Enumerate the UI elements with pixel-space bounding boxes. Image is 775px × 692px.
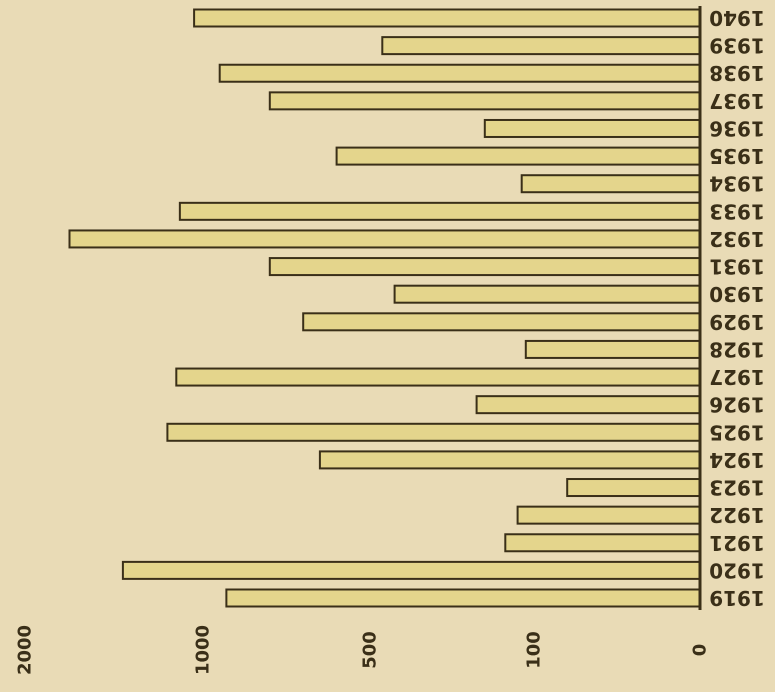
- bar-1924: [318, 450, 701, 470]
- category-label-1938: 1938: [709, 61, 765, 85]
- category-label-1922: 1922: [709, 503, 765, 527]
- bar-1922: [516, 505, 701, 525]
- category-label-1936: 1936: [709, 116, 765, 140]
- bar-1939: [381, 36, 701, 56]
- category-label-1924: 1924: [709, 448, 765, 472]
- category-label-1930: 1930: [709, 282, 765, 306]
- bar-1921: [504, 533, 701, 553]
- category-label-1935: 1935: [709, 144, 765, 168]
- category-label-1939: 1939: [709, 34, 765, 58]
- category-label-1931: 1931: [709, 255, 765, 279]
- tick-label-100: 100: [524, 631, 545, 669]
- category-label-1920: 1920: [709, 558, 765, 582]
- bar-1936: [483, 118, 701, 138]
- category-label-1932: 1932: [709, 227, 765, 251]
- bar-1926: [475, 395, 701, 415]
- bar-1938: [218, 63, 701, 83]
- bar-1927: [175, 367, 702, 387]
- bar-1933: [178, 201, 702, 221]
- bar-1930: [393, 284, 701, 304]
- bar-1937: [268, 91, 701, 111]
- category-label-1921: 1921: [709, 531, 765, 555]
- category-label-1928: 1928: [709, 337, 765, 361]
- tick-label-0: 0: [690, 644, 711, 657]
- category-label-1940: 1940: [709, 6, 765, 30]
- bar-1931: [268, 257, 701, 277]
- category-label-1929: 1929: [709, 310, 765, 334]
- category-label-1937: 1937: [709, 89, 765, 113]
- bar-1932: [68, 229, 701, 249]
- bar-1920: [121, 560, 701, 580]
- category-label-1927: 1927: [709, 365, 765, 389]
- category-label-1933: 1933: [709, 199, 765, 223]
- category-label-1925: 1925: [709, 420, 765, 444]
- category-label-1934: 1934: [709, 172, 765, 196]
- tick-label-1000: 1000: [193, 625, 214, 675]
- bar-1935: [335, 146, 701, 166]
- bar-1925: [166, 422, 701, 442]
- category-label-1919: 1919: [709, 586, 765, 610]
- category-label-1926: 1926: [709, 393, 765, 417]
- bar-1940: [193, 8, 701, 28]
- tick-label-500: 500: [360, 631, 381, 669]
- bar-1929: [302, 312, 701, 332]
- bar-1923: [566, 478, 702, 498]
- category-label-1923: 1923: [709, 476, 765, 500]
- bar-1928: [524, 339, 701, 359]
- bar-1919: [225, 588, 701, 608]
- bar-1934: [520, 174, 702, 194]
- tick-label-2000: 2000: [15, 625, 36, 675]
